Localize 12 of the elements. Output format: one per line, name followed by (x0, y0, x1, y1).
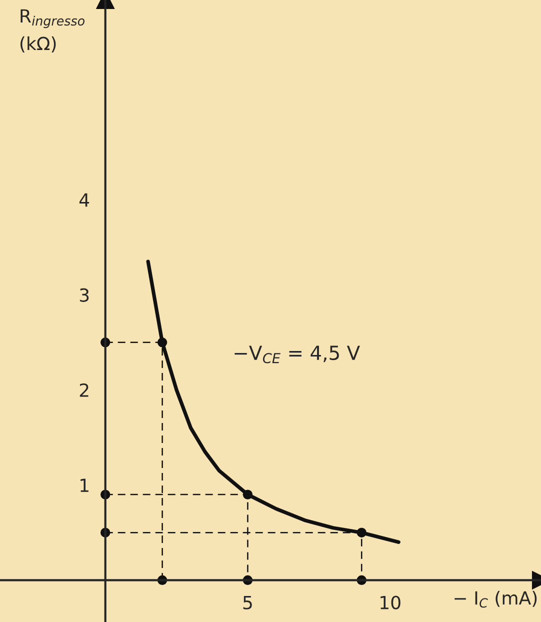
x-tick-label: 10 (380, 596, 400, 610)
annotation: −V$_{CE}$ = 4,5 V (234, 346, 360, 364)
x-axis-title: − I$_{C}$ (mA) (454, 590, 537, 608)
point (356, 528, 366, 538)
y-axis-title: R$_{ingresso}$ (kΩ) (20, 9, 84, 52)
x-tick-label: 5 (243, 596, 252, 610)
y-tick-label: 3 (80, 288, 89, 302)
point (157, 338, 168, 348)
y-tick-label: 2 (80, 383, 88, 397)
y-tick-label: 4 (79, 193, 90, 207)
point (242, 490, 253, 500)
y-tick-label: 1 (80, 478, 88, 492)
